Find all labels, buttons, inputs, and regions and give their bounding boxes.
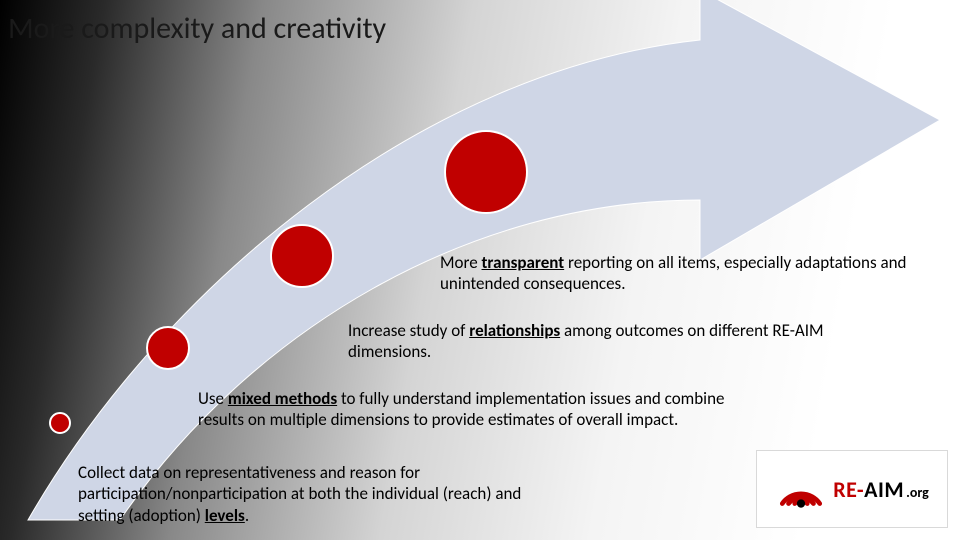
progress-dot [147,327,189,369]
progress-dot [50,413,70,433]
reaim-logo: RE- AIM .org [756,450,948,528]
progress-dot [271,225,333,287]
logo-org: .org [906,484,929,501]
body-text-3: Use mixed methods to fully understand im… [198,388,738,431]
body-text-4: Collect data on representativeness and r… [78,462,558,526]
logo-aim: AIM [864,476,904,503]
slide-stage: More complexity and creativity More tran… [0,0,960,540]
logo-re: RE- [833,476,864,503]
slide-title: More complexity and creativity [8,10,386,47]
body-text-2: Increase study of relationships among ou… [348,320,848,363]
progress-dot [445,131,527,213]
body-text-1: More transparent reporting on all items,… [440,252,920,295]
reaim-logo-text: RE- AIM .org [833,476,929,503]
reaim-logo-icon [775,463,827,515]
